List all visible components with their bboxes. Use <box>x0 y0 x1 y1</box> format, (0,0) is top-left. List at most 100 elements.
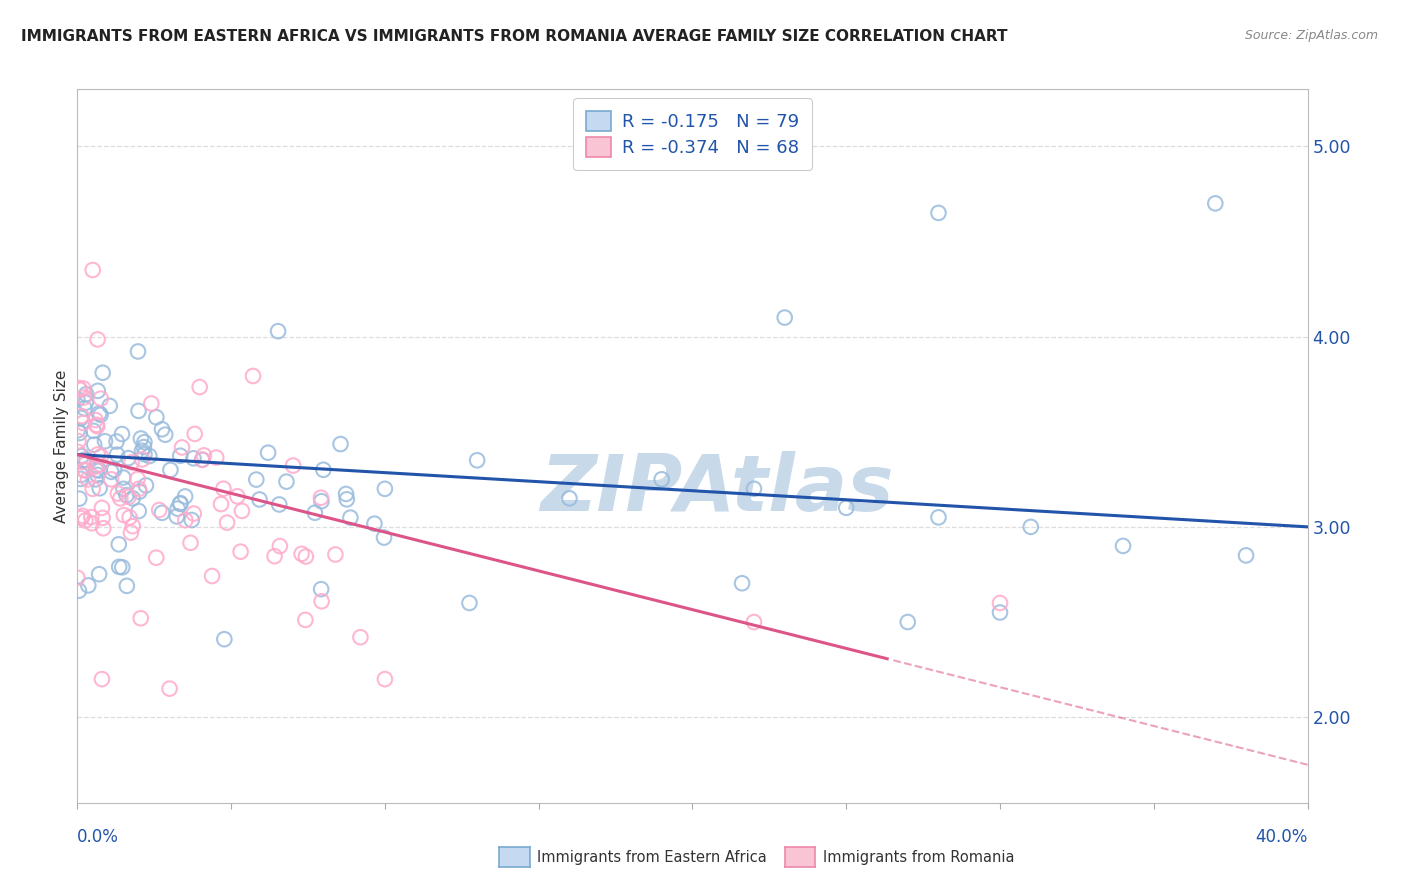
Text: 0.0%: 0.0% <box>77 828 120 846</box>
Point <box>70 426 93 441</box>
Point <box>150 517 173 532</box>
Point <box>80 478 103 492</box>
Legend: R = -0.175   N = 79, R = -0.374   N = 68: R = -0.175 N = 79, R = -0.374 N = 68 <box>574 98 811 169</box>
Point <box>69 516 91 531</box>
Point <box>105 548 128 562</box>
Point <box>67 458 90 472</box>
Point <box>988 606 1011 620</box>
Point <box>73 432 96 446</box>
Point <box>1204 196 1226 211</box>
Point <box>191 541 214 555</box>
Point <box>77 429 100 443</box>
Point <box>86 420 108 434</box>
Point <box>67 463 90 477</box>
Point <box>87 550 110 565</box>
Point <box>120 335 142 350</box>
Point <box>128 465 150 479</box>
Point <box>731 508 754 523</box>
Point <box>169 382 191 396</box>
Point <box>117 546 139 560</box>
Point <box>742 615 765 629</box>
Point <box>72 437 94 451</box>
Point <box>84 472 107 486</box>
Point <box>118 411 141 425</box>
Point <box>90 537 112 551</box>
Point <box>311 423 333 437</box>
Point <box>66 421 89 435</box>
Point <box>84 408 107 422</box>
Point <box>89 386 111 401</box>
Point <box>928 510 950 524</box>
Point <box>170 356 193 370</box>
Point <box>70 406 93 420</box>
Point <box>242 373 264 387</box>
Text: IMMIGRANTS FROM EASTERN AFRICA VS IMMIGRANTS FROM ROMANIA AVERAGE FAMILY SIZE CO: IMMIGRANTS FROM EASTERN AFRICA VS IMMIGR… <box>21 29 1008 44</box>
Point <box>188 423 211 437</box>
Point <box>82 401 104 416</box>
Point <box>373 461 395 475</box>
Point <box>82 482 104 496</box>
Point <box>773 310 796 325</box>
Point <box>90 520 112 534</box>
Point <box>138 500 160 514</box>
Point <box>84 473 107 487</box>
Point <box>212 476 235 491</box>
Point <box>89 509 111 524</box>
Point <box>180 501 202 516</box>
Point <box>67 480 90 494</box>
Point <box>141 516 163 531</box>
Point <box>70 518 93 533</box>
Point <box>135 440 157 454</box>
Point <box>183 562 205 576</box>
Point <box>127 367 149 381</box>
Point <box>110 491 132 506</box>
Point <box>374 514 396 528</box>
Point <box>1234 549 1257 563</box>
Point <box>1019 520 1042 534</box>
Point <box>86 362 108 376</box>
Point <box>336 508 359 523</box>
Point <box>155 421 177 435</box>
Point <box>193 565 215 579</box>
Point <box>835 500 858 515</box>
Point <box>169 496 191 510</box>
Point <box>150 376 173 391</box>
Point <box>103 463 125 477</box>
Point <box>66 336 89 351</box>
Text: Source: ZipAtlas.com: Source: ZipAtlas.com <box>1244 29 1378 42</box>
Point <box>83 511 105 525</box>
Point <box>121 440 143 454</box>
Point <box>191 490 214 504</box>
Point <box>465 453 488 467</box>
Point <box>82 263 104 277</box>
Point <box>159 681 181 696</box>
Point <box>84 603 107 617</box>
Point <box>174 563 197 577</box>
Point <box>73 491 96 505</box>
Point <box>72 463 94 477</box>
Point <box>294 653 316 667</box>
Point <box>72 469 94 483</box>
Point <box>269 515 291 529</box>
Point <box>111 458 134 472</box>
Point <box>75 423 97 437</box>
Point <box>205 549 228 563</box>
Point <box>329 335 352 350</box>
Point <box>311 446 333 460</box>
Point <box>90 500 114 515</box>
Point <box>129 611 152 625</box>
Point <box>458 479 481 493</box>
Point <box>105 417 128 432</box>
Point <box>86 483 108 497</box>
Point <box>269 556 291 570</box>
Point <box>339 397 361 411</box>
Point <box>128 482 150 496</box>
Point <box>217 515 239 529</box>
Point <box>107 548 129 562</box>
Point <box>180 569 202 583</box>
Point <box>80 423 103 437</box>
Point <box>67 526 90 541</box>
Point <box>100 472 122 486</box>
Point <box>77 456 100 470</box>
Point <box>67 482 90 496</box>
